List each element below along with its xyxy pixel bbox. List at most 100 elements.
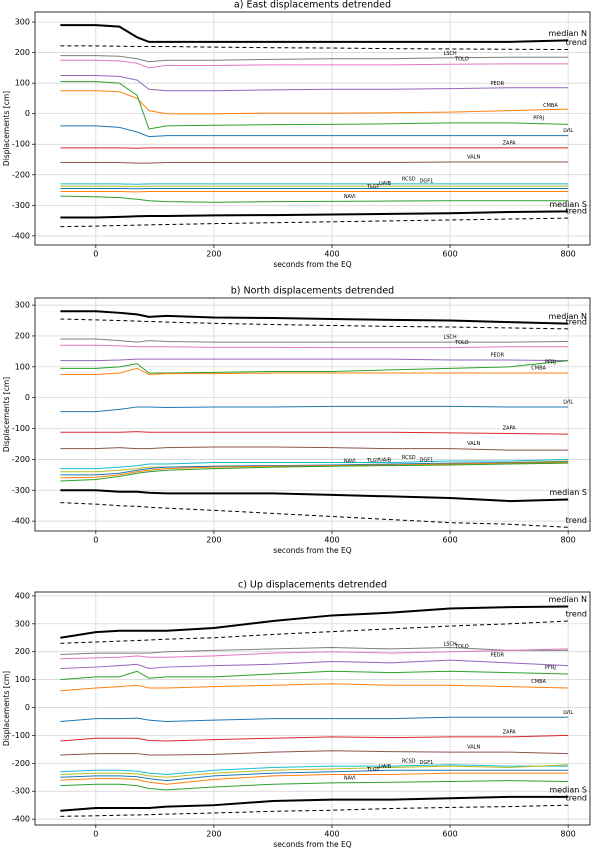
line-label: ZAPA <box>503 729 517 735</box>
x-tick-label: 200 <box>206 250 221 259</box>
x-tick-label: 600 <box>442 536 457 545</box>
y-tick-label: -400 <box>12 815 30 824</box>
data-line <box>60 717 568 721</box>
y-tick-label: 200 <box>15 331 30 340</box>
data-line <box>60 339 568 342</box>
plot-frame <box>35 298 590 531</box>
y-tick-label: -400 <box>12 517 30 526</box>
y-tick-label: -200 <box>12 455 30 464</box>
line-label: PFRJ <box>533 115 544 121</box>
line-label: NAVI <box>344 194 356 200</box>
y-tick-label: 0 <box>25 703 30 712</box>
line-label: median S <box>549 488 587 497</box>
line-label: LVIL <box>563 710 573 716</box>
y-tick-label: 400 <box>15 591 30 600</box>
y-tick-label: 300 <box>15 301 30 310</box>
data-line <box>60 490 568 501</box>
x-tick-label: 600 <box>442 250 457 259</box>
panel-title: a) East displacements detrended <box>234 0 391 11</box>
line-label: PEDR <box>491 81 505 87</box>
line-label: TLGT <box>366 767 381 773</box>
panel-title: c) Up displacements detrended <box>238 580 387 591</box>
line-label: DGF1 <box>420 179 434 185</box>
y-tick-label: 200 <box>15 48 30 57</box>
data-line <box>60 60 568 68</box>
x-tick-label: 200 <box>206 830 221 839</box>
y-tick-label: 0 <box>25 393 30 402</box>
y-tick-label: -100 <box>12 424 30 433</box>
line-label: LVIL <box>563 128 573 134</box>
line-label: TOLO <box>454 57 469 63</box>
y-tick-label: -100 <box>12 140 30 149</box>
line-label: PFRJ <box>545 359 556 365</box>
data-line <box>60 211 568 217</box>
y-axis-label: Displacements [cm] <box>2 671 11 746</box>
data-line <box>60 311 568 323</box>
x-axis-label: seconds from the EQ <box>273 840 351 849</box>
data-line <box>60 406 568 411</box>
data-line <box>60 162 568 163</box>
line-label: CMBA <box>543 103 558 109</box>
data-line <box>60 621 568 643</box>
line-label: TLGT <box>366 458 381 464</box>
data-line <box>60 797 568 811</box>
x-tick-label: 800 <box>561 250 576 259</box>
x-tick-label: 0 <box>93 536 98 545</box>
line-label: RCSD <box>402 759 416 765</box>
line-label: trend <box>566 610 587 619</box>
y-tick-label: 300 <box>15 18 30 27</box>
y-tick-label: 300 <box>15 619 30 628</box>
y-tick-label: -200 <box>12 759 30 768</box>
line-label: NAVI <box>344 775 356 781</box>
y-tick-label: -400 <box>12 231 30 240</box>
plot-frame <box>35 592 590 825</box>
line-label: NAVI <box>344 459 356 465</box>
y-tick-label: -300 <box>12 201 30 210</box>
line-label: VALN <box>467 745 480 751</box>
data-line <box>60 773 568 784</box>
data-line <box>60 432 568 434</box>
line-label: trend <box>566 794 587 803</box>
data-line <box>60 82 568 129</box>
x-tick-label: 800 <box>561 536 576 545</box>
x-axis-label: seconds from the EQ <box>273 260 351 269</box>
data-line <box>60 684 568 691</box>
line-label: PEDR <box>491 353 505 359</box>
data-line <box>60 345 568 347</box>
line-label: ZAPA <box>503 425 517 431</box>
data-line <box>60 671 568 679</box>
line-label: trend <box>566 516 587 525</box>
y-axis-label: Displacements [cm] <box>2 91 11 166</box>
y-tick-label: -200 <box>12 170 30 179</box>
data-line <box>60 126 568 137</box>
data-line <box>60 735 568 741</box>
line-label: median N <box>548 595 587 604</box>
data-line <box>60 319 568 329</box>
line-label: UAIB <box>379 764 392 770</box>
line-label: VALN <box>467 441 480 447</box>
data-line <box>60 56 568 62</box>
x-tick-label: 400 <box>324 536 339 545</box>
plot-frame <box>35 12 590 245</box>
data-line <box>60 607 568 638</box>
line-label: trend <box>566 317 587 326</box>
y-axis-label: Displacements [cm] <box>2 377 11 452</box>
data-line <box>60 196 568 202</box>
data-line <box>60 751 568 755</box>
line-label: PEDR <box>491 653 505 659</box>
data-line <box>60 218 568 227</box>
data-line <box>60 447 568 450</box>
line-label: RCSD <box>402 455 416 461</box>
y-tick-label: 0 <box>25 109 30 118</box>
data-line <box>60 781 568 790</box>
x-tick-label: 400 <box>324 830 339 839</box>
x-tick-label: 0 <box>93 250 98 259</box>
x-tick-label: 600 <box>442 830 457 839</box>
panel-title: b) North displacements detrended <box>231 286 394 297</box>
y-tick-label: 100 <box>15 362 30 371</box>
x-tick-label: 200 <box>206 536 221 545</box>
data-line <box>60 46 568 50</box>
line-label: ZAPA <box>503 140 517 146</box>
x-tick-label: 0 <box>93 830 98 839</box>
